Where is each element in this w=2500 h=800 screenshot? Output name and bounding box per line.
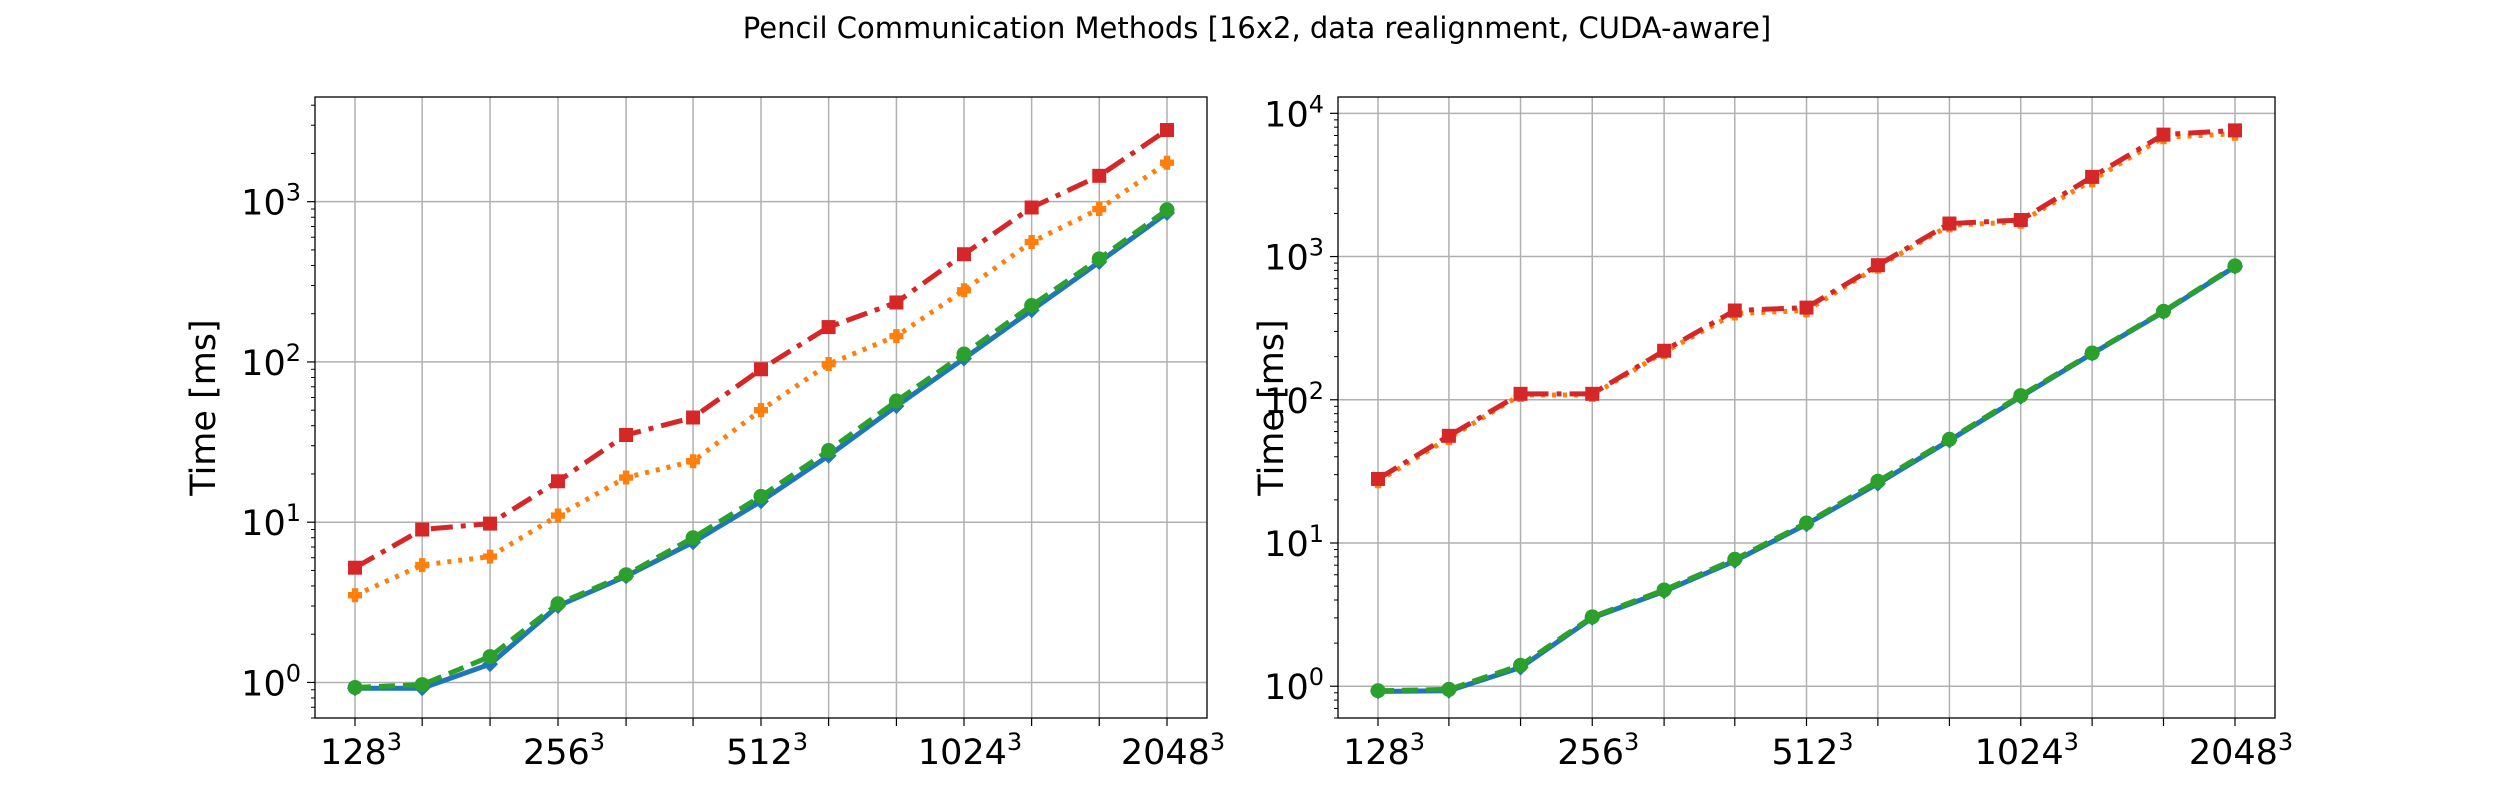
data-point xyxy=(348,588,362,603)
data-point xyxy=(753,488,769,504)
x-tick-label: 5123 xyxy=(726,728,808,773)
data-point xyxy=(2228,123,2242,138)
data-point xyxy=(754,403,768,418)
data-point xyxy=(1371,471,1385,486)
data-point xyxy=(956,346,972,362)
data-point xyxy=(414,677,430,693)
data-point xyxy=(1513,657,1529,673)
plot-frame xyxy=(1337,96,2276,719)
data-point xyxy=(619,470,634,485)
data-point xyxy=(2084,345,2100,361)
data-point xyxy=(551,508,565,523)
data-point xyxy=(1799,515,1814,531)
y-axis-label: Time [ms] xyxy=(1252,319,1292,496)
data-point xyxy=(2227,258,2243,274)
data-point xyxy=(957,283,971,298)
x-tick-label: 1283 xyxy=(1343,728,1425,773)
data-point xyxy=(1024,297,1040,313)
y-tick-label: 103 xyxy=(241,179,301,224)
data-point xyxy=(1159,202,1175,218)
data-point xyxy=(2155,303,2171,319)
data-point xyxy=(483,516,498,531)
x-tick-label: 2563 xyxy=(523,728,605,773)
data-point xyxy=(550,596,566,612)
data-point xyxy=(1727,551,1743,567)
data-point xyxy=(1513,386,1528,401)
y-tick-label: 100 xyxy=(1264,663,1324,708)
data-point xyxy=(1799,300,1814,315)
y-tick-label: 103 xyxy=(1264,234,1324,279)
data-point xyxy=(754,362,768,377)
data-point xyxy=(347,679,363,695)
data-point xyxy=(1941,431,1957,447)
data-point xyxy=(889,295,904,310)
data-point xyxy=(2085,169,2100,184)
x-tick-label: 5123 xyxy=(1771,728,1853,773)
y-tick-label: 102 xyxy=(241,339,301,384)
data-point xyxy=(348,560,362,575)
data-point xyxy=(1441,428,1456,443)
data-point xyxy=(415,558,430,573)
data-point xyxy=(957,247,971,262)
data-point xyxy=(1657,343,1672,358)
figure-title: Pencil Communication Methods [16x2, data… xyxy=(743,11,1771,45)
data-point xyxy=(1092,202,1107,217)
data-point xyxy=(618,567,634,583)
data-point xyxy=(1160,123,1174,138)
data-point xyxy=(1656,582,1672,598)
y-tick-label: 102 xyxy=(1264,377,1324,422)
data-point xyxy=(1160,155,1174,170)
data-point xyxy=(889,329,904,344)
data-point xyxy=(2013,212,2028,227)
y-tick-label: 100 xyxy=(241,659,301,704)
data-point xyxy=(1870,258,1885,273)
data-point xyxy=(821,320,836,335)
data-point xyxy=(1727,303,1742,318)
plot-frame xyxy=(314,96,1208,719)
data-point xyxy=(1585,386,1600,401)
data-point xyxy=(1092,168,1107,183)
x-tick-label: 10243 xyxy=(1975,728,2079,773)
data-point xyxy=(1584,609,1600,625)
data-point xyxy=(686,410,701,425)
x-tick-label: 20483 xyxy=(2189,728,2293,773)
data-point xyxy=(1870,473,1886,489)
data-point xyxy=(482,649,498,665)
y-tick-label: 101 xyxy=(241,499,301,544)
data-point xyxy=(483,549,498,564)
y-tick-label: 104 xyxy=(1264,90,1324,135)
data-point xyxy=(1091,251,1107,267)
data-point xyxy=(619,428,634,443)
data-point xyxy=(821,443,837,459)
data-point xyxy=(821,357,836,372)
y-tick-label: 101 xyxy=(1264,520,1324,565)
data-point xyxy=(415,522,430,537)
x-tick-label: 2563 xyxy=(1557,728,1639,773)
data-point xyxy=(1370,683,1386,699)
data-point xyxy=(1441,681,1457,697)
y-axis-label: Time [ms] xyxy=(184,319,224,496)
data-point xyxy=(686,454,701,469)
data-point xyxy=(1024,235,1039,250)
data-point xyxy=(551,474,565,489)
chart-left: 100 101 102 103 1283 2563 5123 10243 20483 Time [… xyxy=(184,96,1225,773)
data-point xyxy=(888,393,904,409)
data-point xyxy=(1942,216,1957,231)
x-tick-label: 1283 xyxy=(320,728,402,773)
data-point xyxy=(2013,388,2029,404)
chart-right: 100 101 102 103 104 1283 2563 5123 10243 20483 Tim… xyxy=(1252,90,2293,773)
x-tick-label: 10243 xyxy=(918,728,1022,773)
data-point xyxy=(685,530,701,546)
data-point xyxy=(1024,200,1039,215)
x-tick-label: 20483 xyxy=(1121,728,1225,773)
data-point xyxy=(2156,127,2171,142)
